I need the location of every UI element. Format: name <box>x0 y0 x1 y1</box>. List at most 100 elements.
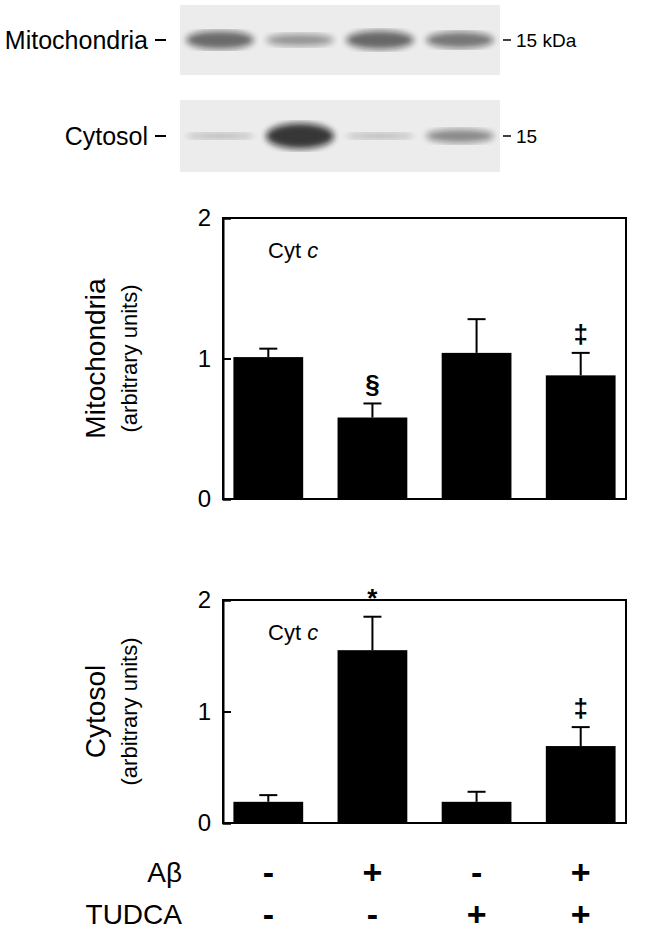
y-axis-title: (arbitrary units) <box>117 285 142 433</box>
significance-mark: ‡ <box>573 693 587 723</box>
blot-band <box>186 31 254 49</box>
y-tick: 1 <box>198 345 231 372</box>
blot-band <box>426 129 494 143</box>
treatment-row: TUDCA - - + + <box>86 895 591 933</box>
bar <box>233 802 303 823</box>
y-axis: 0 1 2 <box>198 204 231 512</box>
y-tick-label: 0 <box>198 485 211 512</box>
bar <box>338 418 408 499</box>
size-label: 15 <box>516 126 537 147</box>
error-bar-cap <box>363 402 381 404</box>
y-tick: 0 <box>198 485 231 512</box>
significance-mark: § <box>365 369 379 399</box>
y-tick-mark <box>223 711 231 713</box>
error-bar-stem <box>267 349 269 357</box>
annotation: Cyt c <box>268 620 318 645</box>
error-bar <box>259 795 277 802</box>
treatment-name: Aβ <box>147 857 182 888</box>
error-bar-stem <box>580 353 582 375</box>
blot-background <box>180 100 500 172</box>
y-tick-label: 1 <box>198 345 211 372</box>
annotation: Cyt c <box>268 238 318 263</box>
y-axis-title: Cytosol <box>80 665 111 758</box>
y-tick-mark <box>223 823 231 825</box>
y-tick-label: 0 <box>198 809 211 836</box>
bar <box>442 802 512 823</box>
error-bar-cap <box>363 616 381 618</box>
plot-marks <box>233 617 615 823</box>
error-bar-stem <box>476 792 478 802</box>
error-bar-stem <box>580 727 582 746</box>
blot-band <box>186 133 254 140</box>
y-tick-label: 1 <box>198 698 211 725</box>
plot-marks <box>233 319 615 499</box>
error-bar-cap <box>572 726 590 728</box>
error-bar <box>363 617 381 650</box>
error-bar <box>468 792 486 802</box>
treatment-level: + <box>467 895 487 933</box>
treatment-level: + <box>571 895 591 933</box>
figure: Mitochondria15 kDaCytosol15012Mitochondr… <box>0 0 658 942</box>
y-tick-mark <box>223 600 231 602</box>
blot-band <box>346 133 414 140</box>
error-bar <box>572 727 590 746</box>
y-tick-mark <box>223 499 231 501</box>
blot-background <box>180 5 500 75</box>
y-tick: 2 <box>198 586 231 613</box>
blot-dash <box>155 135 166 137</box>
y-tick: 0 <box>198 809 231 836</box>
y-axis-title: (arbitrary units) <box>117 638 142 786</box>
treatment-level: - <box>471 853 482 891</box>
size-dash <box>503 39 511 41</box>
size-label: 15 kDa <box>516 30 577 51</box>
blot-band <box>266 123 334 149</box>
size-dash <box>503 135 511 137</box>
bar <box>338 650 408 823</box>
plot-frame <box>223 218 626 499</box>
bar <box>546 746 616 823</box>
y-tick-mark <box>223 358 231 360</box>
error-bar <box>468 319 486 353</box>
y-axis-line <box>224 601 232 824</box>
error-bar-cap <box>259 794 277 796</box>
error-bar-stem <box>371 617 373 650</box>
y-tick-label: 2 <box>198 586 211 613</box>
treatment-level: - <box>263 853 274 891</box>
blot-band <box>266 34 334 46</box>
error-bar-cap <box>572 352 590 354</box>
significance-mark: * <box>367 583 378 613</box>
significance-mark: ‡ <box>573 319 587 349</box>
error-bar-cap <box>259 348 277 350</box>
error-bar <box>572 353 590 375</box>
error-bar-cap <box>468 318 486 320</box>
error-bar-stem <box>267 795 269 802</box>
bar-chart: 0 1 2 Cytosol(arbitrary units) Cyt c * ‡ <box>80 583 626 836</box>
error-bar-stem <box>371 403 373 417</box>
y-axis-line <box>224 219 232 500</box>
blot-band <box>346 31 414 50</box>
y-axis: 0 1 2 <box>198 586 231 836</box>
error-bar-cap <box>468 791 486 793</box>
y-tick-mark <box>223 218 231 220</box>
bar <box>546 375 616 499</box>
error-bar <box>259 349 277 357</box>
treatment-level: + <box>571 853 591 891</box>
treatment-row: Aβ - + - + <box>147 853 590 891</box>
treatment-name: TUDCA <box>86 899 183 930</box>
blot-row: Mitochondria15 kDa <box>5 5 577 75</box>
blot-row: Cytosol 15 <box>65 100 538 172</box>
bar-chart: 0 1 2 Mitochondria(arbitrary units) Cyt c § ‡ <box>80 204 626 512</box>
y-axis-title: Mitochondria <box>80 278 111 439</box>
blot-dash <box>155 39 166 41</box>
y-tick: 1 <box>198 698 231 725</box>
error-bar-stem <box>476 319 478 353</box>
bar <box>233 357 303 499</box>
treatment-level: - <box>367 895 378 933</box>
treatment-level: + <box>363 853 383 891</box>
bar <box>442 353 512 499</box>
treatment-level: - <box>263 895 274 933</box>
error-bar <box>363 403 381 417</box>
y-tick-label: 2 <box>198 204 211 231</box>
blot-label: Cytosol <box>65 122 148 150</box>
y-tick: 2 <box>198 204 231 231</box>
